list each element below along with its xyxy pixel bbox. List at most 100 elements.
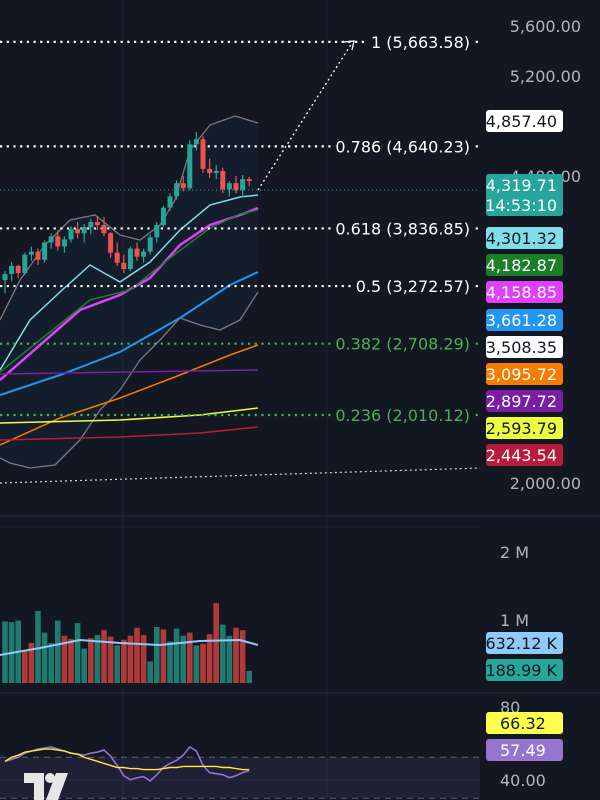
candle-body (220, 170, 226, 190)
candle-body (226, 183, 232, 190)
ma-red (0, 426, 259, 441)
candle-body (246, 179, 252, 182)
fib-label-0.786: 0.786 (4,640.23) (335, 137, 470, 156)
volume-bar (173, 628, 180, 683)
volume-bar (134, 627, 140, 683)
candle-body (174, 183, 180, 197)
ma-purple (0, 369, 259, 375)
fib-label-0.5: 0.5 (3,272.57) (356, 277, 470, 296)
volume-bar (35, 611, 41, 683)
volume-bar (147, 661, 153, 683)
price-tick: 5,600.00 (510, 17, 581, 36)
price-badge[interactable] (486, 174, 563, 216)
volume-bar (114, 645, 120, 683)
candle-body (28, 251, 34, 255)
volume-bar (41, 632, 48, 683)
price-badge-label: 4,319.71 (486, 176, 557, 195)
trend-lines[interactable] (0, 40, 481, 484)
tradingview-logo[interactable] (24, 773, 68, 800)
price-tick: 5,200.00 (510, 67, 581, 86)
candle-body (75, 229, 81, 234)
volume-bar (167, 641, 173, 683)
price-tick: 2,000.00 (510, 474, 581, 493)
candle-body (108, 233, 114, 253)
candle-body (88, 221, 94, 228)
candle-body (213, 170, 219, 173)
rsi-band (0, 757, 480, 799)
volume-bar (61, 635, 68, 683)
fib-label-bg (331, 219, 474, 239)
projection-arrow-line[interactable] (257, 42, 353, 191)
fib-label-bg (367, 32, 474, 52)
price-badge-label: 4,857.40 (486, 112, 557, 131)
price-badge[interactable] (486, 444, 563, 466)
volume-bar (220, 624, 226, 683)
candle-body (200, 139, 206, 169)
candle-body (127, 248, 133, 269)
volume-bar (48, 643, 54, 683)
volume-bar (140, 635, 147, 683)
volume-ma-line (0, 638, 259, 656)
candle-body (48, 236, 54, 243)
volume-bar (200, 643, 206, 683)
volume-bar (22, 651, 28, 683)
volume-pane (0, 603, 259, 683)
volume-bar (206, 634, 213, 683)
price-badge[interactable] (486, 281, 563, 303)
candle-body (207, 168, 213, 173)
price-badge-countdown: 14:53:10 (485, 196, 557, 215)
price-badge-label: 3,095.72 (486, 365, 557, 384)
candle-body (134, 248, 140, 257)
volume-bar (74, 623, 81, 683)
candle-body (240, 179, 246, 191)
price-badge-label: 4,158.85 (486, 283, 557, 302)
projection-arrow-head (343, 40, 355, 51)
fib-label-1: 1 (5,663.58) (371, 33, 470, 52)
volume-badge[interactable] (486, 659, 563, 681)
volume-bar (121, 639, 127, 683)
volume-bar (68, 639, 74, 683)
support-trend-line[interactable] (0, 467, 481, 484)
fib-label-0.382: 0.382 (2,708.29) (335, 335, 470, 354)
volume-tick: 2 M (500, 543, 529, 562)
volume-bar (81, 648, 87, 683)
price-axis[interactable]: 5,600.005,200.004,400.002,000.004,857.40… (485, 17, 581, 790)
candle-body (147, 237, 153, 252)
fib-label-bg (331, 406, 474, 426)
price-badge-label: 2,593.79 (486, 419, 557, 438)
candle-body (154, 225, 160, 238)
fib-label-bg (351, 277, 474, 297)
price-badge[interactable] (486, 254, 563, 276)
rsi-badge[interactable] (486, 712, 563, 734)
fibonacci-levels[interactable]: 1 (5,663.58) 0.786 (4,640.23) 0.618 (3,836… (0, 32, 480, 426)
price-badge[interactable] (486, 110, 563, 132)
volume-bar (213, 603, 219, 683)
volume-bar (239, 630, 246, 683)
price-badge[interactable] (486, 363, 563, 385)
ma-blue (0, 271, 259, 396)
volume-bar (160, 629, 167, 683)
price-badge[interactable] (486, 390, 563, 412)
candle-body (9, 265, 15, 275)
candle-body (101, 225, 107, 234)
price-badge[interactable] (486, 336, 563, 358)
candlesticks (2, 132, 252, 294)
volume-badge-label: 632.12 K (485, 634, 557, 653)
price-badge[interactable] (486, 309, 563, 331)
volume-badge[interactable] (486, 632, 563, 654)
candle-body (15, 265, 21, 274)
moving-averages (0, 194, 259, 446)
price-badge-label: 2,443.54 (486, 446, 557, 465)
rsi-badge[interactable] (486, 739, 563, 761)
price-badge[interactable] (486, 417, 563, 439)
candle-body (94, 221, 100, 226)
rsi-badge-label: 66.32 (500, 714, 546, 733)
price-badge[interactable] (486, 227, 563, 249)
volume-bar (180, 635, 186, 683)
candle-body (233, 183, 239, 191)
price-badge-label: 3,508.35 (486, 338, 557, 357)
volume-bar (226, 635, 233, 683)
candle-body (22, 254, 28, 274)
volume-bar (101, 630, 107, 683)
